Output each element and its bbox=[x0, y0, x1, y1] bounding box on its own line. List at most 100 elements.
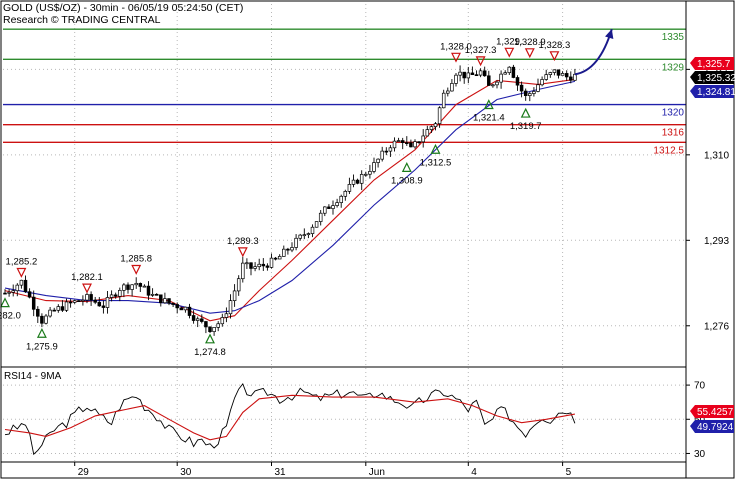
candle-body bbox=[310, 226, 315, 234]
swing-high-marker bbox=[131, 264, 142, 275]
y-tick-label: 1,310 bbox=[704, 150, 729, 161]
candle-body bbox=[478, 70, 483, 76]
candle-body bbox=[7, 291, 11, 294]
candle-body bbox=[282, 248, 286, 257]
candle-body bbox=[31, 296, 36, 310]
candle-body bbox=[257, 263, 261, 268]
candle-body bbox=[19, 279, 24, 286]
candle-body bbox=[540, 79, 544, 86]
rsi-series-9ma bbox=[4, 394, 575, 441]
candle-body bbox=[503, 72, 507, 75]
candle-body bbox=[380, 150, 384, 160]
candle-body bbox=[167, 298, 171, 304]
level-label: 1320 bbox=[662, 108, 685, 119]
swing-low-label: 1,308.9 bbox=[391, 175, 423, 186]
candle-body bbox=[491, 84, 495, 87]
candle-body bbox=[154, 293, 159, 296]
candle-body bbox=[302, 234, 307, 237]
candle-body bbox=[548, 72, 553, 75]
rsi-badge bbox=[690, 405, 734, 418]
swing-high-label: 1,329. bbox=[496, 36, 522, 47]
candle-body bbox=[175, 304, 179, 309]
candle-body bbox=[552, 69, 557, 73]
candle-body bbox=[253, 266, 257, 269]
candle-body bbox=[368, 171, 372, 175]
candle-body bbox=[327, 206, 331, 209]
candle-body bbox=[396, 140, 401, 142]
rsi-y-tick-label: 30 bbox=[694, 449, 706, 460]
candle-body bbox=[220, 317, 225, 325]
swing-high-label: 1,289.3 bbox=[227, 236, 259, 247]
chart-title: GOLD (US$/OZ) - 30min - 06/05/19 05:24:5… bbox=[3, 2, 244, 14]
candle-body bbox=[335, 202, 339, 206]
candle-body bbox=[499, 73, 503, 83]
swing-low-marker bbox=[430, 143, 441, 154]
candle-body bbox=[474, 74, 479, 77]
candle-body bbox=[482, 70, 487, 77]
candle-body bbox=[48, 309, 52, 317]
candle-body bbox=[68, 301, 73, 304]
candle-body bbox=[359, 174, 364, 184]
swing-high-label: 1,328.9 bbox=[514, 37, 546, 48]
rsi-badge-label: 49.7924 bbox=[697, 422, 734, 433]
candle-body bbox=[323, 206, 327, 214]
swing-high-marker bbox=[475, 56, 486, 67]
candle-body bbox=[64, 301, 69, 311]
swing-low-marker bbox=[36, 327, 47, 338]
candle-body bbox=[81, 299, 85, 302]
swing-low-label: 1,282.0 bbox=[0, 311, 21, 322]
candle-body bbox=[109, 294, 114, 298]
candle-body bbox=[228, 300, 233, 315]
candle-body bbox=[433, 123, 438, 127]
candle-body bbox=[372, 162, 376, 172]
candle-body bbox=[364, 173, 368, 176]
candle-body bbox=[528, 93, 532, 96]
swing-high-marker bbox=[504, 47, 515, 58]
swing-high-marker bbox=[451, 52, 461, 63]
candle-body bbox=[466, 72, 471, 79]
candle-body bbox=[89, 294, 93, 301]
candle-body bbox=[306, 233, 311, 236]
candle-body bbox=[122, 284, 126, 291]
rsi-badge-label: 55.4257 bbox=[697, 407, 734, 418]
candle-body bbox=[417, 141, 421, 144]
level-label: 1316 bbox=[662, 128, 685, 139]
candle-body bbox=[536, 84, 540, 92]
candle-body bbox=[105, 297, 110, 308]
swing-high-marker bbox=[82, 283, 92, 294]
candle-body bbox=[532, 91, 536, 94]
candle-body bbox=[261, 263, 266, 267]
price-badge bbox=[690, 85, 734, 98]
candle-body bbox=[163, 298, 167, 304]
candle-body bbox=[40, 315, 44, 324]
candle-body bbox=[232, 290, 237, 301]
candle-body bbox=[511, 66, 516, 78]
candle-body bbox=[355, 179, 360, 184]
swing-low-marker bbox=[520, 107, 531, 118]
candle-body bbox=[437, 107, 442, 125]
candle-body bbox=[441, 92, 446, 109]
candle-body bbox=[569, 76, 573, 81]
candle-body bbox=[85, 294, 89, 301]
x-tick-label: 4 bbox=[471, 467, 477, 478]
candle-body bbox=[376, 158, 380, 163]
forecast-arrow-head bbox=[605, 29, 614, 40]
candle-body bbox=[429, 126, 434, 130]
candle-body bbox=[523, 90, 528, 96]
candle-body bbox=[134, 283, 138, 286]
candle-body bbox=[208, 326, 212, 332]
candle-body bbox=[318, 212, 323, 222]
candle-body bbox=[384, 150, 389, 153]
y-tick-label: 1,276 bbox=[704, 321, 729, 332]
swing-markers: 1,285.2 1,282.1 1,285.8 1,289.3 1,328.01,327… bbox=[0, 28, 614, 358]
candle-body bbox=[273, 257, 278, 260]
price-grid bbox=[3, 4, 686, 366]
candle-body bbox=[413, 141, 417, 148]
candle-body bbox=[126, 284, 130, 290]
candle-body bbox=[269, 257, 274, 268]
swing-high-label: 1,285.8 bbox=[120, 254, 152, 265]
candle-body bbox=[507, 66, 512, 74]
candle-body bbox=[138, 283, 143, 287]
price-badge-label: 1,325.7 bbox=[697, 59, 731, 70]
candle-body bbox=[343, 190, 348, 197]
